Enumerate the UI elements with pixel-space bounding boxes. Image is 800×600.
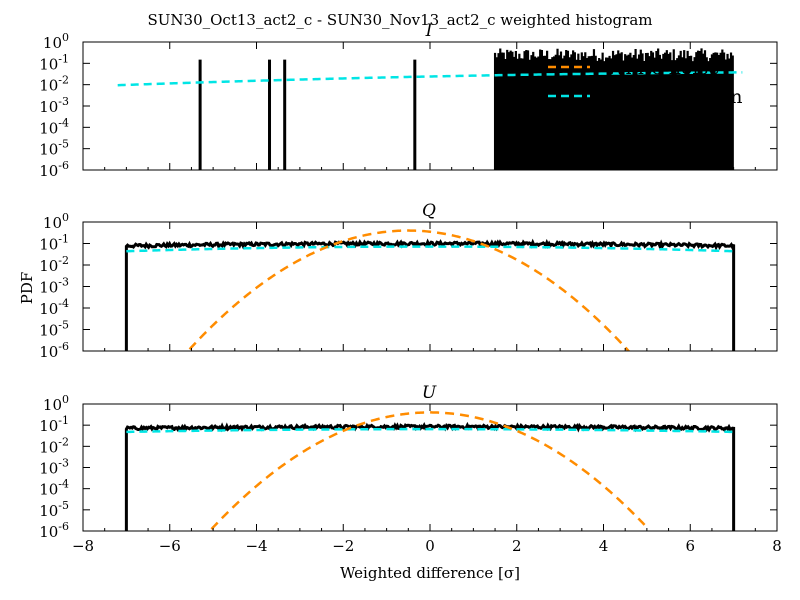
y-tick-label: 10-5 [39,499,69,520]
y-tick-label: 10-6 [39,159,69,180]
series-white-noise [207,411,648,531]
x-tick-label: −4 [245,537,267,555]
series-white-noise [186,229,631,351]
y-tick-label: 10-2 [39,74,69,95]
axes-frame [82,403,778,532]
panel-title: U [422,383,437,403]
x-tick-label: 2 [512,537,522,555]
y-tick-label: 10-5 [39,319,69,340]
x-tick-label: −8 [72,537,94,555]
x-axis-label: Weighted difference [σ] [340,564,520,582]
y-tick-label: 10-5 [39,138,69,159]
y-tick-label: 10-2 [39,254,69,275]
y-tick-label: 10-3 [39,276,69,297]
legend-label: Best Gaussian [606,86,743,108]
y-tick-label: 10-4 [39,116,69,137]
series-best-gaussian [126,427,734,434]
panel-u: U −8 −6 −4 −2 0 2 4 6 8 10010-110-210-310-410-510-… [39,383,782,555]
y-tick-label: 10-2 [39,435,69,456]
x-tick-label: 0 [425,537,435,555]
legend: White noise Best Gaussian Data [548,57,743,137]
panel-title: I [425,21,433,41]
series-best-gaussian [126,245,734,253]
y-tick-label: 10-6 [39,520,69,541]
legend-label: White noise [606,57,720,79]
series-data [124,421,736,531]
y-tick-label: 10-6 [39,340,69,361]
x-tick-label: 8 [772,537,782,555]
panel-title: Q [422,201,436,221]
series-data [124,238,736,351]
legend-label: Data [606,115,652,137]
y-tick-label: 10-4 [39,478,69,499]
y-tick-label: 10-3 [39,95,69,116]
y-tick-label: 100 [43,393,69,414]
y-tick-label: 10-1 [39,414,69,435]
y-axis-label: PDF [18,272,36,305]
y-tick-label: 10-4 [39,297,69,318]
y-tick-label: 10-1 [39,52,69,73]
series-best-gaussian [117,71,743,87]
x-tick-label: 6 [685,537,695,555]
y-tick-label: 100 [43,211,69,232]
x-tick-label: 4 [599,537,609,555]
y-tick-label: 100 [43,31,69,52]
y-tick-label: 10-1 [39,233,69,254]
figure-suptitle: SUN30_Oct13_act2_c - SUN30_Nov13_act2_c … [148,11,653,29]
x-tick-label: −2 [332,537,354,555]
y-tick-label: 10-3 [39,457,69,478]
x-tick-label: −6 [159,537,181,555]
